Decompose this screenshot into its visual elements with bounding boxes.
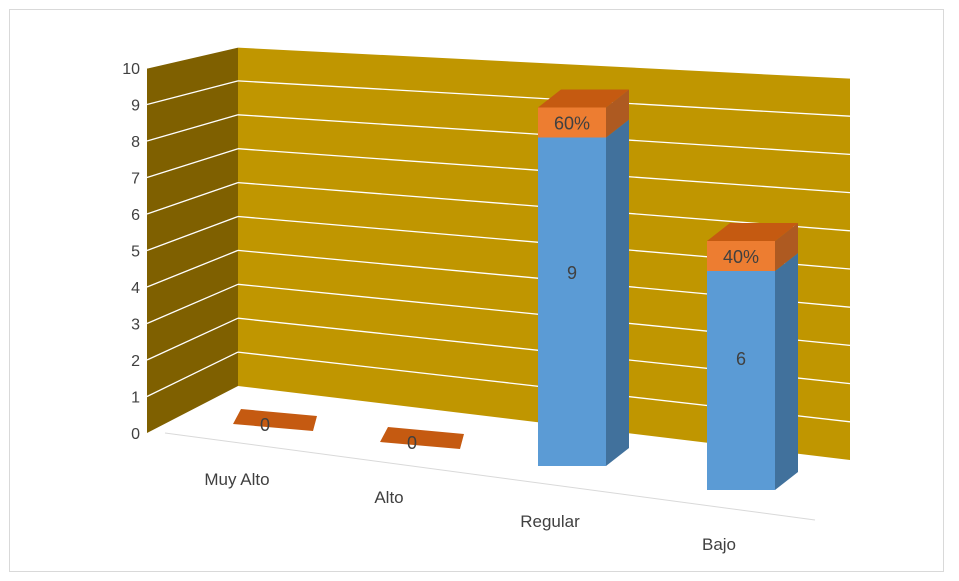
gridline-side [146, 148, 239, 179]
bar-segment [707, 271, 775, 490]
gridline-side [146, 283, 239, 325]
gridline-side [146, 181, 239, 215]
gridline-side [146, 249, 239, 288]
bar-side [775, 253, 798, 490]
y-tick-label: 1 [131, 390, 140, 407]
bars [233, 89, 798, 490]
y-tick-label: 5 [131, 244, 140, 261]
x-tick-label: Regular [520, 512, 580, 531]
gridline-side [146, 317, 239, 361]
bar-segment [538, 137, 606, 466]
gridline-side [146, 215, 239, 252]
gridline [237, 80, 851, 117]
gridline-side [146, 80, 239, 106]
y-tick-label: 4 [131, 280, 140, 297]
y-tick-label: 6 [131, 207, 140, 224]
gridline-side [146, 46, 239, 69]
bar-top [707, 223, 798, 241]
y-tick-label: 10 [122, 61, 140, 78]
y-tick-label: 7 [131, 171, 140, 188]
bar-side [775, 223, 798, 271]
x-tick-label: Bajo [702, 535, 736, 554]
y-tick-label: 9 [131, 98, 140, 115]
x-tick-label: Muy Alto [204, 470, 269, 489]
bar-side [606, 119, 629, 466]
gridline-side [146, 351, 239, 398]
gridline-side [146, 114, 239, 142]
bar-side [606, 89, 629, 138]
data-label: 60% [554, 114, 590, 134]
data-label: 0 [407, 433, 417, 453]
floor-edge [164, 432, 816, 521]
bar-segment [707, 241, 775, 271]
x-tick-label: Alto [374, 488, 403, 507]
y-tick-label: 2 [131, 353, 140, 370]
labels: 0 1 2 3 4 5 6 7 8 9 10 0 0 9 60% 6 40% Muy Alto Alto Regula… [122, 61, 759, 554]
gridline [237, 46, 851, 79]
data-label: 9 [567, 263, 577, 283]
y-tick-label: 3 [131, 317, 140, 334]
zero-marker [380, 427, 464, 449]
bar-segment [538, 107, 606, 138]
bar-top [538, 89, 629, 108]
zero-marker [233, 409, 317, 431]
data-label: 6 [736, 349, 746, 369]
y-tick-label: 8 [131, 134, 140, 151]
data-label: 0 [260, 415, 270, 435]
data-label: 40% [723, 247, 759, 267]
side-wall [147, 47, 238, 433]
y-tick-label: 0 [131, 426, 140, 443]
